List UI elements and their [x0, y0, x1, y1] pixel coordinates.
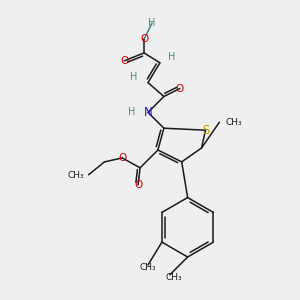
Text: O: O	[118, 153, 126, 163]
Text: CH₃: CH₃	[225, 118, 242, 127]
Text: O: O	[176, 84, 184, 94]
Text: N: N	[144, 106, 152, 119]
Text: O: O	[140, 34, 148, 44]
Text: H: H	[148, 18, 156, 28]
Text: O: O	[134, 180, 142, 190]
Text: S: S	[202, 124, 209, 137]
Text: H: H	[128, 107, 136, 117]
Text: H: H	[168, 52, 176, 62]
Text: H: H	[130, 72, 138, 82]
Text: CH₃: CH₃	[140, 263, 156, 272]
Text: O: O	[120, 56, 128, 66]
Text: CH₃: CH₃	[68, 171, 85, 180]
Text: CH₃: CH₃	[166, 273, 182, 282]
